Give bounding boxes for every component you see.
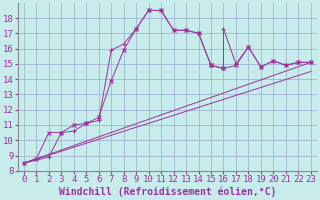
X-axis label: Windchill (Refroidissement éolien,°C): Windchill (Refroidissement éolien,°C): [59, 187, 276, 197]
